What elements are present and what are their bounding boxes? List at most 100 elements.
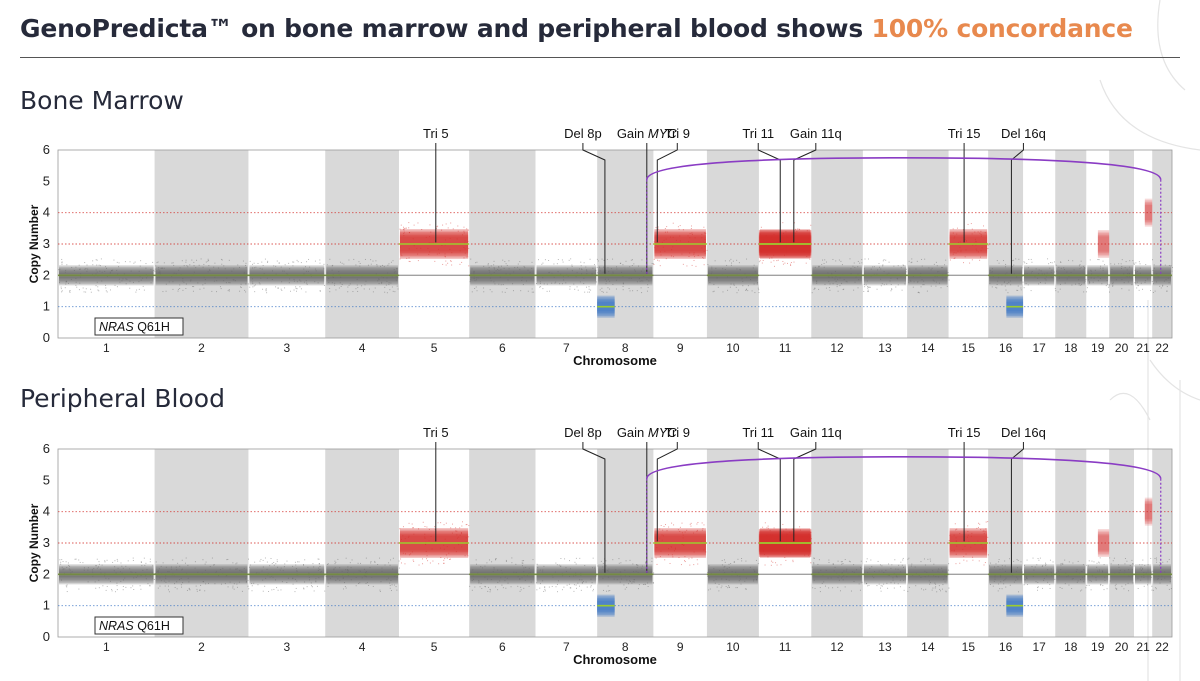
x-tick-label-14: 14 — [921, 640, 935, 654]
x-tick-label-18: 18 — [1064, 640, 1078, 654]
y-tick-label-0: 0 — [43, 330, 50, 345]
chromosome-band-12 — [811, 150, 863, 338]
fusion-arc-path — [646, 456, 1162, 479]
y-tick-label-6: 6 — [43, 142, 50, 157]
x-tick-label-22: 22 — [1155, 341, 1169, 355]
annotation-label-del-8p: Del 8p — [564, 126, 602, 141]
x-tick-label-14: 14 — [921, 341, 935, 355]
x-tick-label-12: 12 — [830, 341, 844, 355]
x-tick-label-16: 16 — [999, 341, 1013, 355]
annotation-gain-11q: Gain 11q — [790, 425, 842, 542]
annotation-leader-del-8p — [582, 143, 606, 274]
chromosome-points-9 — [653, 222, 708, 267]
chromosome-points-11 — [758, 522, 813, 566]
annotation-label-del-8p: Del 8p — [564, 425, 602, 440]
headline: GenoPredicta™ on bone marrow and periphe… — [20, 14, 1133, 43]
x-tick-label-20: 20 — [1115, 341, 1129, 355]
x-tick-label-6: 6 — [499, 341, 506, 355]
annotation-label-tri-5: Tri 5 — [423, 425, 449, 440]
x-tick-label-21: 21 — [1136, 640, 1150, 654]
annotation-leader-del-16q — [1010, 143, 1024, 274]
x-tick-label-9: 9 — [677, 640, 684, 654]
x-tick-label-7: 7 — [563, 341, 570, 355]
chromosome-points-5 — [398, 521, 470, 566]
annotation-tri-11: Tri 11 — [742, 126, 781, 243]
x-tick-label-13: 13 — [878, 640, 892, 654]
annotation-leader-del-16q — [1010, 442, 1024, 573]
segment-19-0 — [1097, 230, 1110, 258]
x-tick-label-4: 4 — [359, 640, 366, 654]
annotation-gain-myc: Gain MYC — [617, 425, 678, 573]
y-axis-label: Copy Number — [27, 503, 41, 582]
x-tick-label-10: 10 — [726, 341, 740, 355]
annotation-label-del-16q: Del 16q — [1001, 425, 1046, 440]
x-tick-label-5: 5 — [431, 341, 438, 355]
x-tick-label-10: 10 — [726, 640, 740, 654]
chromosome-band-10 — [706, 449, 759, 637]
x-tick-label-15: 15 — [962, 640, 976, 654]
x-tick-label-9: 9 — [677, 341, 684, 355]
chromosome-band-22 — [1152, 449, 1172, 637]
segment-21-0 — [1144, 497, 1153, 526]
chromosome-points-19 — [1086, 230, 1111, 293]
annotation-tri-5: Tri 5 — [423, 126, 449, 243]
x-tick-label-16: 16 — [999, 640, 1013, 654]
chromosome-points-19 — [1086, 529, 1111, 591]
x-tick-label-13: 13 — [878, 341, 892, 355]
annotation-label-gain-11q: Gain 11q — [790, 425, 842, 440]
headline-text: GenoPredicta™ on bone marrow and periphe… — [20, 14, 872, 43]
y-tick-label-6: 6 — [43, 441, 50, 456]
annotation-del-16q: Del 16q — [1001, 425, 1046, 573]
x-tick-label-6: 6 — [499, 640, 506, 654]
x-tick-label-19: 19 — [1091, 640, 1105, 654]
x-tick-label-11: 11 — [779, 640, 792, 654]
annotation-gain-11q: Gain 11q — [790, 126, 842, 243]
x-tick-label-2: 2 — [198, 341, 205, 355]
chromosome-points-15 — [948, 521, 989, 566]
annotation-label-gain-myc: Gain MYC — [617, 425, 678, 440]
y-tick-label-2: 2 — [43, 566, 50, 581]
annotation-leader-tri-11 — [757, 143, 781, 243]
annotation-del-8p: Del 8p — [564, 425, 606, 573]
annotation-leader-del-8p — [582, 442, 606, 573]
x-tick-label-18: 18 — [1064, 341, 1078, 355]
x-tick-label-2: 2 — [198, 640, 205, 654]
chromosome-band-4 — [325, 150, 399, 338]
annotation-leader-gain-11q — [793, 143, 817, 243]
chromosome-band-14 — [907, 449, 949, 637]
x-tick-label-7: 7 — [563, 640, 570, 654]
chromosome-band-22 — [1152, 150, 1172, 338]
chromosome-points-15 — [948, 223, 989, 264]
mutation-label: NRAS Q61H — [94, 317, 184, 336]
chromosome-band-12 — [811, 449, 863, 637]
annotation-label-tri-9: Tri 9 — [665, 126, 691, 141]
x-tick-label-21: 21 — [1136, 341, 1150, 355]
y-tick-label-4: 4 — [43, 504, 50, 519]
annotation-leader-gain-11q — [793, 442, 817, 542]
y-tick-label-3: 3 — [43, 236, 50, 251]
headline-divider — [20, 57, 1180, 58]
annotation-leader-tri-11 — [757, 442, 781, 542]
x-tick-label-1: 1 — [103, 640, 110, 654]
y-tick-label-5: 5 — [43, 173, 50, 188]
annotation-leader-tri-9 — [656, 143, 678, 243]
x-tick-label-22: 22 — [1155, 640, 1169, 654]
chromosome-points-5 — [398, 222, 470, 267]
y-tick-label-3: 3 — [43, 535, 50, 550]
y-tick-label-2: 2 — [43, 267, 50, 282]
chromosome-band-10 — [706, 150, 759, 338]
y-tick-label-0: 0 — [43, 629, 50, 644]
segment-21-0 — [1144, 198, 1153, 227]
x-tick-label-20: 20 — [1115, 640, 1129, 654]
x-tick-label-19: 19 — [1091, 341, 1105, 355]
fusion-arc — [646, 456, 1162, 575]
annotation-tri-9: Tri 9 — [656, 425, 690, 542]
x-tick-label-3: 3 — [284, 341, 291, 355]
annotation-label-del-16q: Del 16q — [1001, 126, 1046, 141]
annotation-tri-9: Tri 9 — [656, 126, 691, 243]
annotation-label-gain-11q: Gain 11q — [790, 126, 842, 141]
annotation-label-tri-5: Tri 5 — [423, 126, 449, 141]
panel-title-bone-marrow: Bone Marrow — [20, 86, 184, 115]
